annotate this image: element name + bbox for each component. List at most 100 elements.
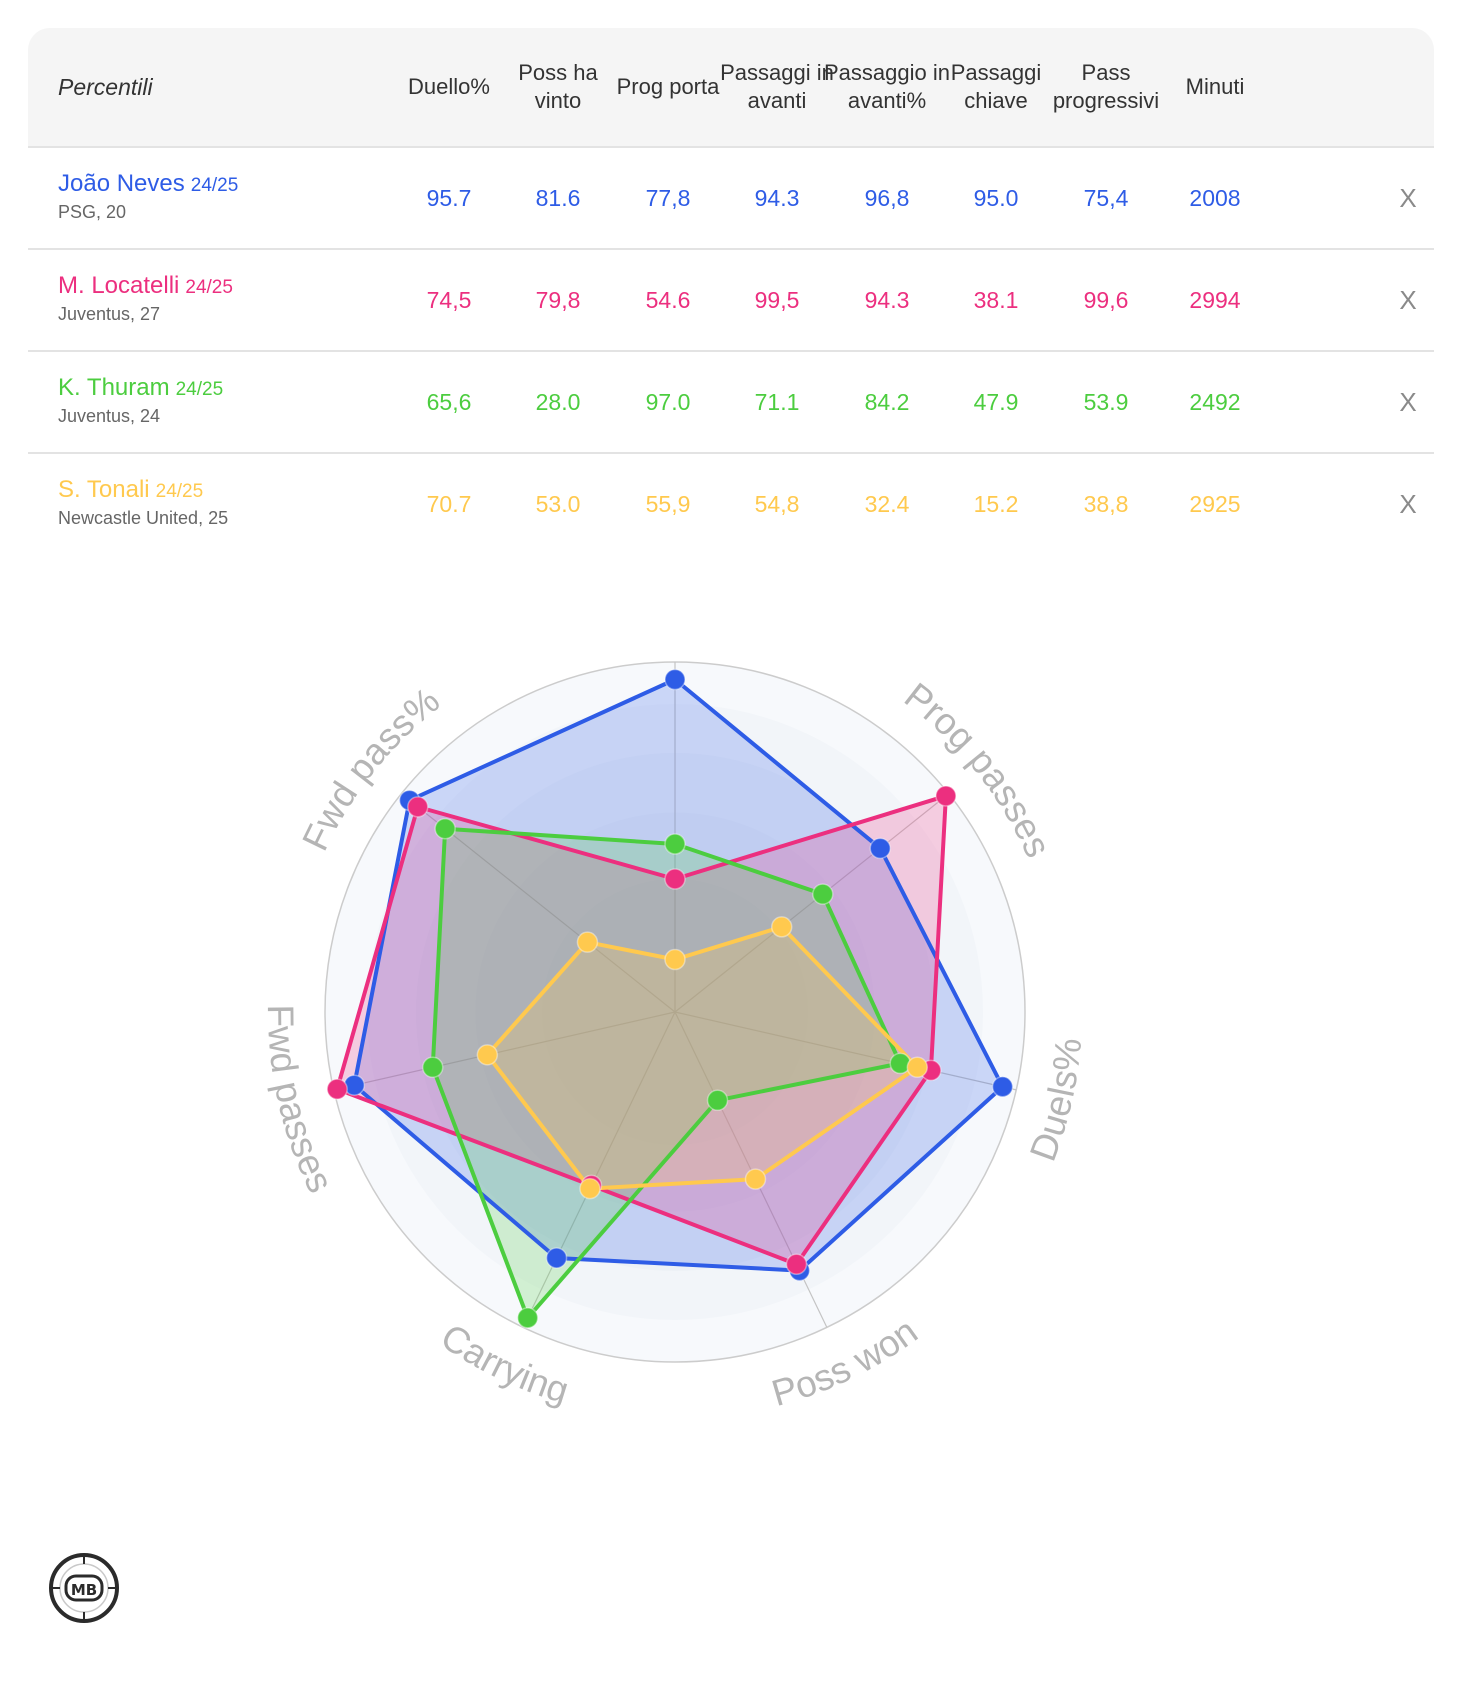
table-title: Percentili	[58, 74, 153, 100]
table-cell: 99,5	[754, 286, 800, 313]
data-point	[706, 1089, 729, 1112]
table-cell: 55,9	[645, 490, 691, 517]
table-cell: 65,6	[426, 388, 472, 415]
player-team: PSG, 20	[58, 202, 127, 222]
player-name[interactable]: S. Tonali	[58, 476, 150, 503]
series-area	[487, 926, 918, 1189]
table-cell: 28.0	[535, 388, 581, 415]
data-point	[545, 1247, 568, 1269]
data-point	[421, 1056, 444, 1079]
player-season: 24/25	[155, 481, 204, 502]
player-season: 24/25	[190, 175, 239, 196]
player-name-line: M. Locatelli 24/25	[58, 272, 233, 300]
table-cell: 53.0	[535, 490, 581, 517]
table-cell: 97.0	[645, 388, 691, 415]
player-team: Juventus, 27	[58, 304, 161, 324]
table-cell: 47.9	[973, 388, 1019, 415]
axis-label-text: Key passes	[573, 640, 777, 647]
data-point	[664, 948, 686, 971]
table-cell: 2925	[1189, 490, 1241, 517]
table-cell: 95.0	[973, 184, 1019, 211]
data-point	[576, 931, 599, 953]
table-cell: 77,8	[645, 184, 691, 211]
radar-axis-line	[674, 793, 950, 1013]
radar-axis-line	[522, 1011, 676, 1328]
data-point	[785, 1253, 808, 1276]
table-cell: 38,8	[1083, 490, 1129, 517]
player-name-line: K. Thuram 24/25	[58, 374, 223, 402]
remove-player-button[interactable]: X	[1399, 182, 1417, 213]
table-cell: 2008	[1189, 184, 1241, 211]
series-line	[430, 826, 903, 1320]
data-point	[991, 1076, 1014, 1098]
player-name[interactable]: K. Thuram	[58, 374, 170, 401]
column-header: Passaggi in avanti	[720, 60, 834, 113]
table-row: João Neves 24/25 PSG, 20 95.7 81.6 77,8 9…	[28, 148, 1434, 250]
axis-label-text: Duels%	[1022, 1036, 1089, 1166]
table-cell: 15.2	[973, 490, 1019, 517]
column-header: Pass progressivi	[1052, 60, 1160, 113]
radar-axis-line	[333, 1011, 676, 1091]
table-cell: 2994	[1189, 286, 1241, 313]
remove-player-button[interactable]: X	[1399, 488, 1417, 519]
column-header: Minuti	[1185, 74, 1245, 99]
player-name[interactable]: M. Locatelli	[58, 272, 180, 299]
radar-axis-line	[674, 1011, 1017, 1091]
logo-text: MB	[71, 1581, 97, 1599]
table-cell: 94.3	[754, 184, 800, 211]
column-header: Prog porta	[616, 74, 720, 99]
table-cell: 99,6	[1083, 286, 1129, 313]
table-cell: 74,5	[426, 286, 472, 313]
table-cell: 53.9	[1083, 388, 1129, 415]
data-point	[434, 817, 456, 840]
table-cell: 95.7	[426, 184, 472, 211]
column-header: Passaggi chiave	[950, 60, 1042, 113]
series-line	[335, 793, 948, 1267]
table-cell: 71.1	[754, 388, 800, 415]
player-season: 24/25	[185, 277, 233, 298]
mb-logo: MB	[49, 1553, 119, 1623]
series-area	[432, 828, 901, 1318]
remove-player-button[interactable]: X	[1399, 386, 1417, 417]
column-header: Passaggio in avanti%	[824, 60, 950, 113]
table-cell: 75,4	[1083, 184, 1129, 211]
player-name-line: João Neves 24/25	[58, 170, 238, 198]
table-row: M. Locatelli 24/25 Juventus, 27 74,5 79,8…	[28, 250, 1434, 352]
table-cell: 54.6	[645, 286, 691, 313]
player-name[interactable]: João Neves	[58, 170, 185, 197]
player-team: Newcastle United, 25	[58, 508, 229, 528]
data-point	[664, 868, 686, 890]
data-point	[906, 1056, 929, 1079]
table-cell: 70.7	[426, 490, 472, 517]
axis-label: Duels%	[1022, 1036, 1089, 1166]
column-header: Duello%	[408, 74, 490, 99]
data-point	[812, 883, 834, 905]
table-cell: 2492	[1189, 388, 1241, 415]
remove-player-button[interactable]: X	[1399, 284, 1417, 315]
column-header: Poss ha vinto	[518, 60, 598, 113]
data-point	[935, 785, 957, 807]
table-cell: 84.2	[864, 388, 910, 415]
series-area	[337, 795, 946, 1265]
data-point	[579, 1177, 601, 1200]
table-cell: 96,8	[864, 184, 910, 211]
data-point	[664, 668, 686, 691]
data-point	[664, 833, 686, 855]
player-team: Juventus, 24	[58, 406, 161, 426]
table-cell: 54,8	[754, 490, 800, 517]
player-season: 24/25	[175, 379, 224, 400]
table-cell: 79,8	[535, 286, 581, 313]
table-header: Percentili Duello% Poss ha vinto Prog po…	[28, 28, 1434, 148]
data-point	[407, 796, 429, 818]
data-point	[869, 837, 891, 860]
table-row: S. Tonali 24/25 Newcastle United, 25 70.7…	[28, 454, 1434, 545]
axis-label: Key passes	[573, 640, 777, 647]
data-point	[476, 1044, 499, 1066]
table-row: K. Thuram 24/25 Juventus, 24 65,6 28.0 97…	[28, 352, 1434, 454]
table-cell: 32.4	[864, 490, 910, 517]
table-cell: 81.6	[535, 184, 581, 211]
data-point	[326, 1078, 348, 1100]
data-point	[744, 1168, 767, 1190]
percentile-table: Percentili Duello% Poss ha vinto Prog po…	[28, 28, 1434, 545]
